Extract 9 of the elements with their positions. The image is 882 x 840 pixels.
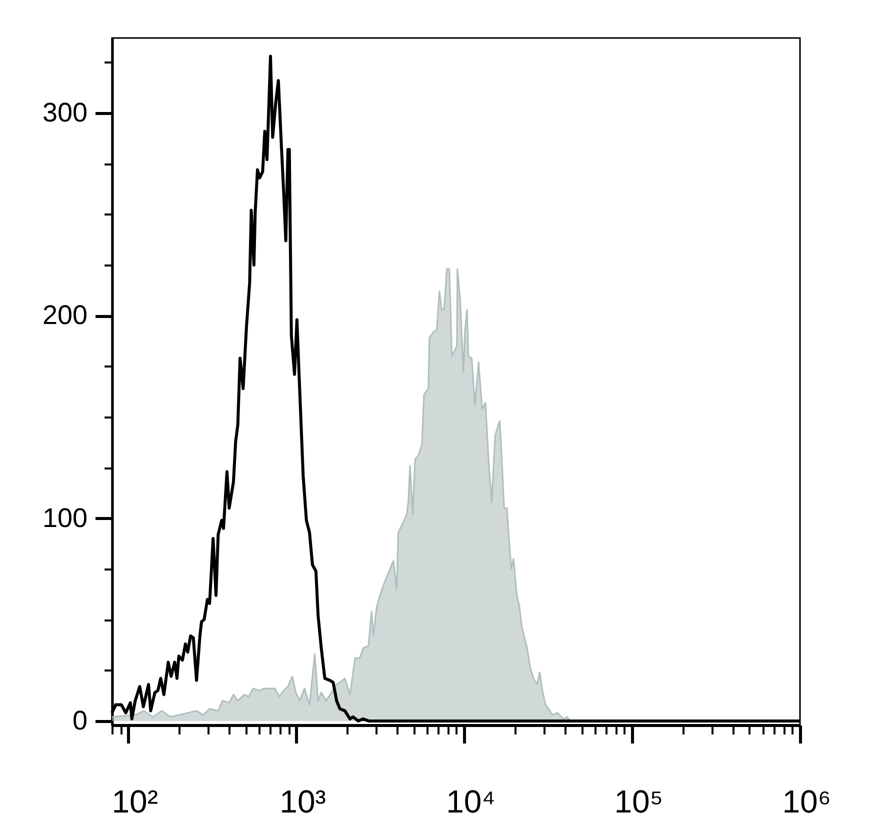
y-tick-label: 100 — [42, 502, 88, 533]
x-tick-label: 10⁵ — [614, 784, 664, 820]
x-tick-label: 10² — [112, 784, 158, 820]
y-tick-label: 200 — [42, 300, 88, 330]
x-tick-label: 10³ — [280, 784, 326, 820]
y-tick-label: 0 — [72, 705, 88, 736]
y-tick-label: 300 — [42, 97, 88, 128]
x-tick-label: 10⁴ — [446, 784, 496, 820]
x-tick-label: 10⁶ — [782, 784, 831, 820]
